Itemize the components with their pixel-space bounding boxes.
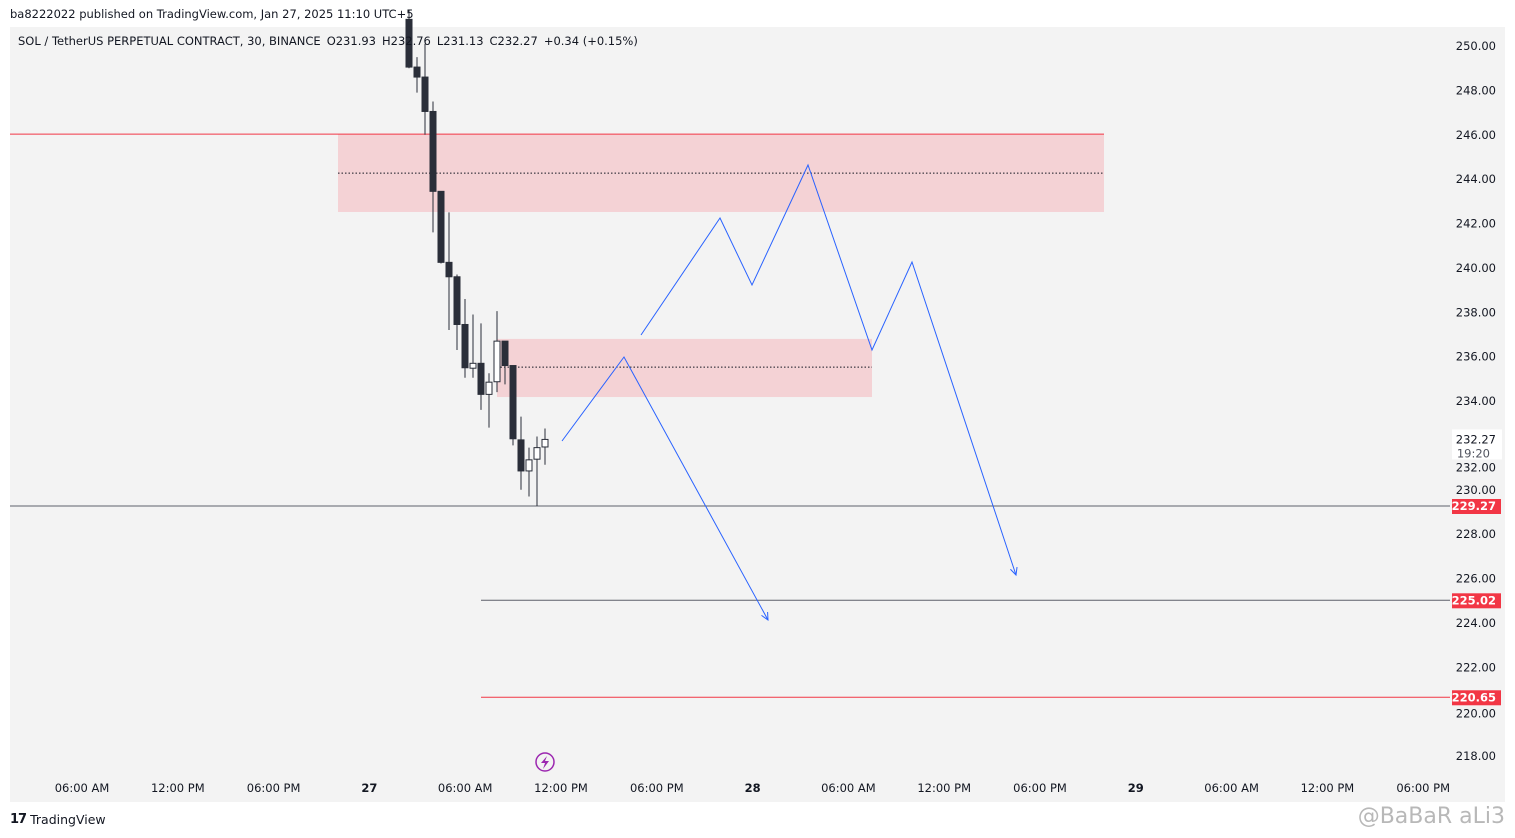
candle-body [405, 18, 413, 68]
time-axis-tick: 06:00 PM [630, 781, 684, 795]
level-price-tag [1452, 690, 1501, 706]
candle-body [413, 66, 421, 78]
candle-body [445, 261, 453, 278]
price-axis-tick: 238.00 [1456, 305, 1496, 319]
event-circle [535, 752, 555, 772]
tradingview-footer[interactable]: 𝟭𝟳 TradingView [10, 812, 106, 827]
bar-countdown: 19:20 [1457, 446, 1490, 460]
time-axis-tick: 12:00 PM [1301, 781, 1355, 795]
projection-path[interactable] [640, 163, 1017, 576]
price-axis-tick: 232.00 [1456, 460, 1496, 474]
time-axis-tick: 12:00 PM [534, 781, 588, 795]
ohlc-change: +0.34 (+0.15%) [543, 34, 638, 48]
candle-body [517, 439, 525, 472]
time-axis-tick: 28 [745, 781, 761, 795]
price-axis-tick: 228.00 [1456, 527, 1496, 541]
price-axis-tick: 230.00 [1456, 483, 1496, 497]
level-price-tag [1452, 593, 1501, 609]
price-axis-tick: 220.00 [1456, 706, 1496, 720]
ohlc-open: O231.93 [326, 34, 376, 48]
time-axis-tick: 06:00 AM [55, 781, 110, 795]
price-axis-tick: 248.00 [1456, 83, 1496, 97]
price-axis-tick: 226.00 [1456, 572, 1496, 586]
level-price-tag [1452, 498, 1501, 514]
time-axis-tick: 06:00 AM [1204, 781, 1259, 795]
ohlc-low: L231.13 [436, 34, 484, 48]
candle-body [421, 76, 429, 112]
candle-body [525, 459, 533, 472]
ohlc-close: C232.27 [489, 34, 538, 48]
time-axis-tick: 06:00 AM [821, 781, 876, 795]
candle-body [485, 381, 493, 395]
candle-body [501, 340, 509, 367]
tradingview-logo-icon: 𝟭𝟳 [10, 812, 27, 827]
candle-body [429, 110, 437, 192]
symbol-name[interactable]: SOL / TetherUS PERPETUAL CONTRACT, 30, B… [18, 34, 321, 48]
time-axis-tick: 06:00 AM [438, 781, 493, 795]
candle-body [493, 340, 501, 383]
published-caption: ba8222022 published on TradingView.com, … [10, 7, 414, 21]
projection-path[interactable] [561, 356, 769, 621]
symbol-legend: SOL / TetherUS PERPETUAL CONTRACT, 30, B… [18, 34, 644, 48]
candle-body [461, 323, 469, 369]
last-price-box [1452, 429, 1502, 460]
time-axis-tick: 12:00 PM [917, 781, 971, 795]
price-axis-tick: 240.00 [1456, 261, 1496, 275]
price-axis-tick: 234.00 [1456, 394, 1496, 408]
lightning-bolt [541, 756, 549, 769]
watermark: @BaBaR aLi3 [1357, 804, 1505, 829]
lightning-event-icon[interactable] [535, 752, 555, 772]
candle-body [437, 190, 445, 263]
candle-body [469, 362, 477, 369]
time-axis-tick: 06:00 PM [247, 781, 301, 795]
time-axis-tick: 12:00 PM [151, 781, 205, 795]
time-axis-tick: 06:00 PM [1396, 781, 1450, 795]
price-axis-tick: 236.00 [1456, 350, 1496, 364]
candle-body [477, 362, 485, 395]
last-price-label: 232.27 [1456, 432, 1496, 446]
price-axis-tick: 242.00 [1456, 217, 1496, 231]
candle-body [509, 365, 517, 440]
price-axis-tick: 244.00 [1456, 172, 1496, 186]
price-axis-tick: 218.00 [1456, 749, 1496, 763]
time-axis-tick: 27 [361, 781, 377, 795]
brand-name: TradingView [30, 812, 106, 827]
time-axis-tick: 06:00 PM [1013, 781, 1067, 795]
candle-body [541, 438, 549, 448]
ohlc-high: H232.76 [381, 34, 431, 48]
arrow-head-icon [1010, 567, 1018, 577]
candle-body [453, 276, 461, 325]
price-axis-tick: 250.00 [1456, 39, 1496, 53]
price-axis-tick: 224.00 [1456, 616, 1496, 630]
time-axis-tick: 29 [1128, 781, 1144, 795]
candle-body [533, 447, 541, 460]
supply-zone[interactable] [497, 338, 872, 398]
price-axis-tick: 246.00 [1456, 128, 1496, 142]
price-axis-tick: 222.00 [1456, 660, 1496, 674]
level-price-label: 229.27 [1452, 499, 1496, 513]
level-price-label: 225.02 [1452, 593, 1496, 607]
arrow-head-icon [761, 611, 769, 622]
level-price-label: 220.65 [1452, 690, 1496, 704]
